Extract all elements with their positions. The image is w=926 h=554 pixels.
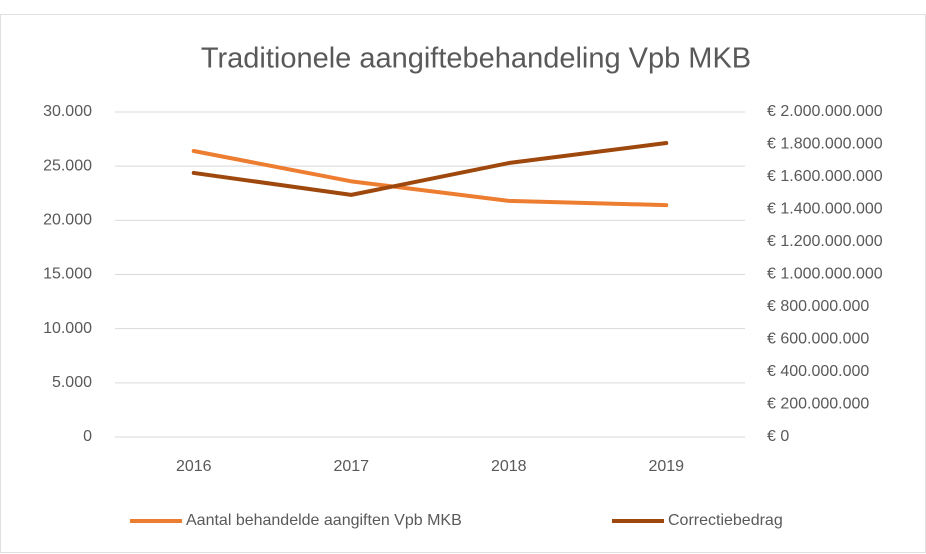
y2-tick-label: € 600.000.000 (767, 331, 869, 348)
series-line (191, 149, 669, 208)
x-tick-label: 2016 (176, 458, 212, 475)
y2-tick-label: € 400.000.000 (767, 363, 869, 380)
legend-label: Aantal behandelde aangiften Vpb MKB (186, 512, 462, 529)
y2-tick-label: € 1.600.000.000 (767, 168, 883, 185)
y2-tick-label: € 800.000.000 (767, 298, 869, 315)
legend-label: Correctiebedrag (668, 512, 783, 529)
y2-tick-label: € 1.000.000.000 (767, 266, 883, 283)
y2-tick-label: € 1.400.000.000 (767, 201, 883, 218)
y2-tick-label: € 1.800.000.000 (767, 136, 883, 153)
y-tick-label: 5.000 (52, 374, 92, 391)
y-tick-label: 15.000 (43, 266, 92, 283)
series-line (191, 141, 669, 197)
y2-tick-label: € 200.000.000 (767, 396, 869, 413)
x-tick-label: 2017 (333, 458, 369, 475)
x-tick-label: 2019 (648, 458, 684, 475)
y2-tick-label: € 2.000.000.000 (767, 103, 883, 120)
y-tick-label: 30.000 (43, 103, 92, 120)
y-tick-label: 25.000 (43, 157, 92, 174)
y-tick-label: 10.000 (43, 320, 92, 337)
x-tick-label: 2018 (491, 458, 527, 475)
y2-tick-label: € 1.200.000.000 (767, 233, 883, 250)
y2-tick-label: € 0 (767, 428, 789, 445)
chart-border (0, 14, 926, 553)
y-tick-label: 20.000 (43, 212, 92, 229)
y-tick-label: 0 (83, 428, 92, 445)
chart-title: Traditionele aangiftebehandeling Vpb MKB (201, 43, 751, 75)
